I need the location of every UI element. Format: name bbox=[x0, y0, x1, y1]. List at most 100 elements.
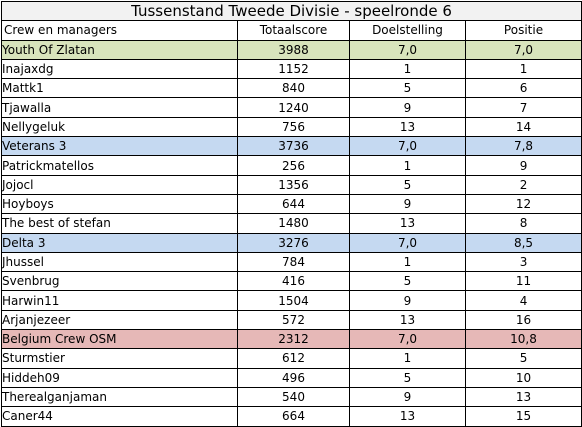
manager-doelstelling: 13 bbox=[349, 213, 466, 234]
manager-name: The best of stefan bbox=[1, 213, 238, 234]
manager-doelstelling: 13 bbox=[349, 309, 466, 331]
manager-totaalscore: 756 bbox=[237, 116, 350, 138]
manager-row: The best of stefan 1480 13 8 bbox=[1, 213, 582, 234]
manager-name: Jhussel bbox=[1, 251, 238, 273]
manager-doelstelling: 9 bbox=[349, 290, 466, 311]
crew-totaalscore: 3276 bbox=[237, 232, 350, 253]
manager-doelstelling: 1 bbox=[349, 155, 466, 176]
manager-name: Sturmstier bbox=[1, 348, 238, 369]
manager-totaalscore: 256 bbox=[237, 155, 350, 176]
manager-doelstelling: 13 bbox=[349, 116, 466, 138]
manager-row: Inajaxdg 1152 1 1 bbox=[1, 58, 582, 80]
manager-positie: 15 bbox=[464, 406, 582, 427]
manager-name: Hoyboys bbox=[1, 193, 238, 215]
manager-doelstelling: 1 bbox=[349, 348, 466, 369]
manager-positie: 3 bbox=[464, 251, 582, 273]
manager-name: Patrickmatellos bbox=[1, 155, 238, 176]
manager-totaalscore: 572 bbox=[237, 309, 350, 331]
manager-name: Inajaxdg bbox=[1, 58, 238, 80]
title-row: Tussenstand Tweede Divisie - speelronde … bbox=[0, 0, 582, 22]
manager-doelstelling: 13 bbox=[349, 406, 466, 427]
manager-doelstelling: 1 bbox=[349, 58, 466, 80]
crew-row: Delta 3 3276 7,0 8,5 bbox=[1, 232, 582, 253]
header-positie: Positie bbox=[464, 20, 582, 41]
header-crew-managers: Crew en managers bbox=[1, 20, 238, 41]
crew-name: Delta 3 bbox=[1, 232, 238, 253]
crew-row: Veterans 3 3736 7,0 7,8 bbox=[1, 136, 582, 157]
header-totaalscore: Totaalscore bbox=[237, 20, 350, 41]
manager-name: Nellygeluk bbox=[1, 116, 238, 138]
manager-positie: 6 bbox=[464, 78, 582, 99]
manager-totaalscore: 644 bbox=[237, 193, 350, 215]
manager-totaalscore: 496 bbox=[237, 367, 350, 388]
crew-doelstelling: 7,0 bbox=[349, 136, 466, 157]
manager-row: Caner44 664 13 15 bbox=[1, 406, 582, 427]
manager-positie: 9 bbox=[464, 155, 582, 176]
manager-doelstelling: 9 bbox=[349, 97, 466, 118]
manager-row: Hiddeh09 496 5 10 bbox=[1, 367, 582, 388]
manager-positie: 14 bbox=[464, 116, 582, 138]
crew-positie: 8,5 bbox=[464, 232, 582, 253]
crew-totaalscore: 2312 bbox=[237, 329, 350, 350]
manager-name: Harwin11 bbox=[1, 290, 238, 311]
manager-doelstelling: 5 bbox=[349, 367, 466, 388]
crew-doelstelling: 7,0 bbox=[349, 232, 466, 253]
manager-positie: 5 bbox=[464, 348, 582, 369]
manager-name: Therealganjaman bbox=[1, 386, 238, 408]
manager-row: Jojocl 1356 5 2 bbox=[1, 174, 582, 195]
crew-row: Belgium Crew OSM 2312 7,0 10,8 bbox=[1, 329, 582, 350]
crew-totaalscore: 3988 bbox=[237, 39, 350, 60]
manager-totaalscore: 612 bbox=[237, 348, 350, 369]
manager-positie: 16 bbox=[464, 309, 582, 331]
manager-totaalscore: 1480 bbox=[237, 213, 350, 234]
crew-name: Youth Of Zlatan bbox=[1, 39, 238, 60]
crew-doelstelling: 7,0 bbox=[349, 39, 466, 60]
manager-positie: 4 bbox=[464, 290, 582, 311]
manager-doelstelling: 5 bbox=[349, 78, 466, 99]
crew-positie: 7,0 bbox=[464, 39, 582, 60]
manager-totaalscore: 1504 bbox=[237, 290, 350, 311]
manager-row: Hoyboys 644 9 12 bbox=[1, 193, 582, 215]
manager-totaalscore: 784 bbox=[237, 251, 350, 273]
manager-name: Arjanjezeer bbox=[1, 309, 238, 331]
header-doelstelling: Doelstelling bbox=[349, 20, 466, 41]
manager-positie: 12 bbox=[464, 193, 582, 215]
manager-row: Mattk1 840 5 6 bbox=[1, 78, 582, 99]
manager-positie: 10 bbox=[464, 367, 582, 388]
manager-doelstelling: 9 bbox=[349, 386, 466, 408]
crew-name: Veterans 3 bbox=[1, 136, 238, 157]
manager-name: Tjawalla bbox=[1, 97, 238, 118]
crew-positie: 7,8 bbox=[464, 136, 582, 157]
manager-positie: 2 bbox=[464, 174, 582, 195]
manager-totaalscore: 1240 bbox=[237, 97, 350, 118]
manager-doelstelling: 9 bbox=[349, 193, 466, 215]
manager-positie: 7 bbox=[464, 97, 582, 118]
manager-name: Hiddeh09 bbox=[1, 367, 238, 388]
manager-positie: 11 bbox=[464, 271, 582, 292]
crew-name: Belgium Crew OSM bbox=[1, 329, 238, 350]
manager-totaalscore: 840 bbox=[237, 78, 350, 99]
manager-positie: 1 bbox=[464, 58, 582, 80]
manager-totaalscore: 540 bbox=[237, 386, 350, 408]
manager-row: Therealganjaman 540 9 13 bbox=[1, 386, 582, 408]
crew-doelstelling: 7,0 bbox=[349, 329, 466, 350]
table-title: Tussenstand Tweede Divisie - speelronde … bbox=[0, 0, 582, 22]
manager-row: Tjawalla 1240 9 7 bbox=[1, 97, 582, 118]
manager-doelstelling: 5 bbox=[349, 271, 466, 292]
manager-row: Arjanjezeer 572 13 16 bbox=[1, 309, 582, 331]
manager-row: Patrickmatellos 256 1 9 bbox=[1, 155, 582, 176]
manager-totaalscore: 416 bbox=[237, 271, 350, 292]
manager-row: Jhussel 784 1 3 bbox=[1, 251, 582, 273]
manager-positie: 13 bbox=[464, 386, 582, 408]
manager-row: Harwin11 1504 9 4 bbox=[1, 290, 582, 311]
manager-doelstelling: 1 bbox=[349, 251, 466, 273]
crew-row: Youth Of Zlatan 3988 7,0 7,0 bbox=[1, 39, 582, 60]
header-row: Crew en managers Totaalscore Doelstellin… bbox=[1, 20, 582, 41]
manager-totaalscore: 664 bbox=[237, 406, 350, 427]
manager-row: Nellygeluk 756 13 14 bbox=[1, 116, 582, 138]
manager-name: Caner44 bbox=[1, 406, 238, 427]
manager-totaalscore: 1356 bbox=[237, 174, 350, 195]
manager-row: Sturmstier 612 1 5 bbox=[1, 348, 582, 369]
